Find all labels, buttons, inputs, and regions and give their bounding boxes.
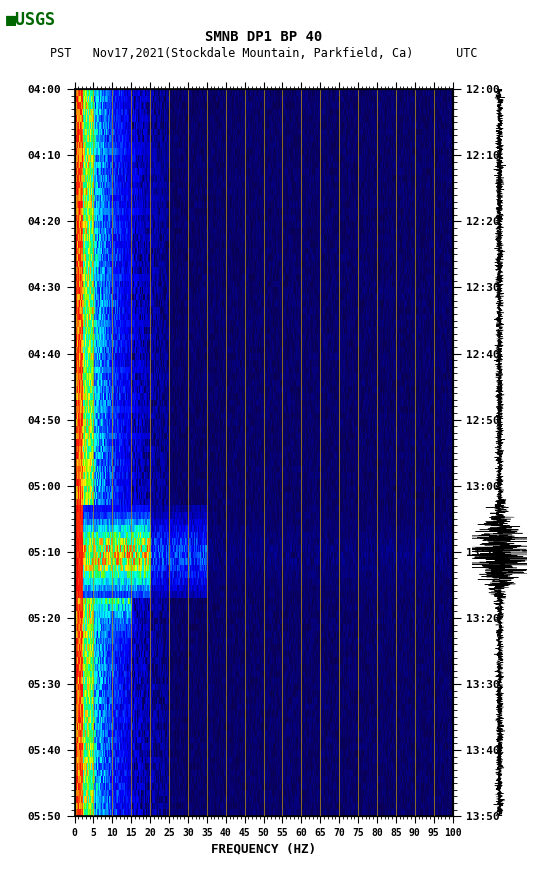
X-axis label: FREQUENCY (HZ): FREQUENCY (HZ) bbox=[211, 842, 316, 855]
Text: ■USGS: ■USGS bbox=[6, 11, 56, 29]
Text: SMNB DP1 BP 40: SMNB DP1 BP 40 bbox=[205, 30, 322, 45]
Text: PST   Nov17,2021(Stockdale Mountain, Parkfield, Ca)      UTC: PST Nov17,2021(Stockdale Mountain, Parkf… bbox=[50, 47, 477, 60]
